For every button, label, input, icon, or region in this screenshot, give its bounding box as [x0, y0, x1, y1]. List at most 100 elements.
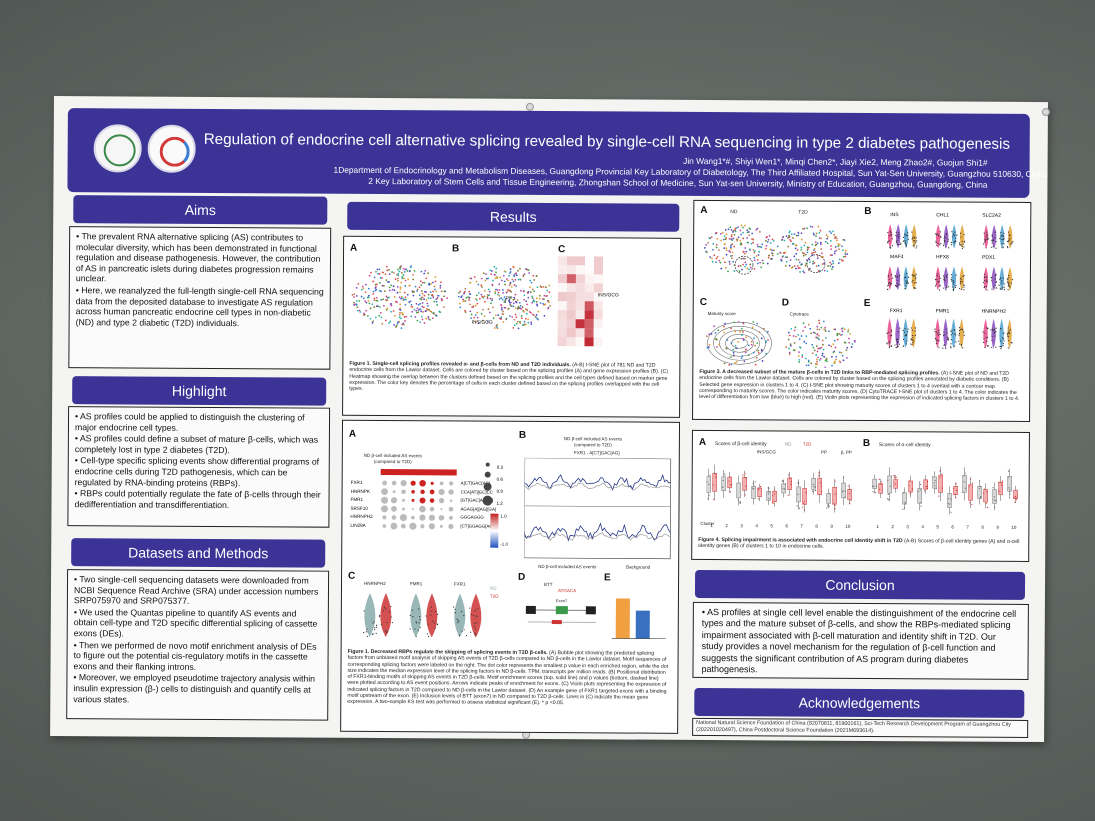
tsne-point — [732, 231, 734, 233]
tsne-point — [378, 314, 381, 317]
tsne-point — [404, 285, 407, 287]
tsne-point — [353, 293, 356, 296]
tsne-point — [717, 329, 720, 332]
tsne-point — [768, 254, 770, 257]
tsne-point — [497, 291, 500, 294]
violin-point — [913, 286, 915, 289]
tsne-point — [767, 256, 770, 259]
box-point — [715, 473, 717, 475]
tsne-point — [401, 312, 403, 314]
tsne-point — [710, 332, 713, 335]
tsne-point — [538, 294, 541, 297]
tsne-point — [843, 328, 846, 331]
tsne-point — [715, 231, 718, 234]
tsne-point — [819, 241, 822, 244]
heatmap-cell — [566, 319, 576, 329]
violin-point — [999, 345, 1001, 348]
tsne-point — [708, 237, 711, 239]
violin-point — [915, 273, 917, 275]
heatmap-cell — [585, 265, 594, 274]
tsne-point — [376, 299, 379, 302]
tsne-point — [851, 343, 854, 345]
bubble — [420, 489, 425, 495]
violin-point — [954, 231, 956, 233]
panel-b-title: ND β-cell included AS events (compared t… — [563, 436, 622, 448]
tsne-point — [403, 323, 405, 326]
box-point — [848, 493, 850, 495]
tsne-point — [741, 268, 743, 271]
tsne-point — [786, 256, 789, 259]
box-point — [872, 491, 874, 493]
tsne-point — [741, 331, 744, 333]
tsne-point — [546, 289, 549, 292]
tsne-point — [391, 288, 394, 291]
tsne-point — [804, 253, 807, 256]
violin-point — [943, 287, 945, 289]
tsne-point — [793, 233, 796, 236]
tsne-point — [419, 280, 422, 283]
violin-point — [944, 241, 946, 243]
tsne-point — [498, 294, 501, 297]
violin-point — [915, 237, 917, 239]
violin-point — [887, 242, 889, 244]
tsne-point — [797, 333, 800, 336]
violin-point — [984, 276, 986, 279]
violin-point — [890, 274, 893, 276]
tsne-point — [380, 298, 383, 301]
tsne-point — [800, 238, 803, 241]
tsne-point — [418, 308, 421, 311]
tsne-point — [800, 335, 803, 337]
violin-point — [952, 280, 954, 282]
violin-point — [474, 622, 476, 624]
box-point — [949, 503, 951, 505]
tsne-point — [831, 364, 833, 367]
tsne-point — [798, 351, 800, 354]
bubble — [392, 490, 396, 494]
violin — [364, 592, 376, 637]
tsne-point — [788, 334, 791, 337]
violin-point — [457, 619, 459, 621]
tsne-point — [432, 296, 435, 299]
tsne-point — [502, 321, 505, 323]
tsne-point — [459, 302, 461, 305]
tsne-point — [752, 248, 755, 251]
color-legend — [490, 513, 499, 548]
box-point — [842, 490, 844, 492]
tsne-point — [838, 360, 841, 363]
violin — [999, 224, 1005, 249]
tsne-point — [439, 311, 442, 314]
gene-row-bottom: FXR1 FMR1 HNRNPH2 — [884, 308, 1028, 315]
violin-point — [1000, 346, 1003, 348]
tsne-point — [358, 309, 361, 312]
box-point — [827, 504, 829, 506]
tsne-point — [493, 327, 496, 329]
tsne-point — [410, 265, 412, 268]
heatmap-cell — [566, 283, 576, 293]
violin-point — [936, 331, 938, 333]
tsne-point — [804, 241, 807, 244]
violin-point — [942, 334, 945, 336]
tsne-point — [486, 297, 489, 300]
box-point — [834, 508, 836, 510]
tsne-point — [468, 296, 471, 299]
box-point — [758, 489, 760, 491]
violin-point — [891, 238, 893, 240]
violin-point — [894, 276, 897, 278]
tsne-point — [848, 337, 850, 340]
tsne-point — [421, 305, 424, 308]
tsne-point — [825, 337, 827, 339]
box — [998, 481, 1003, 495]
cluster-tick: 6 — [785, 523, 788, 529]
tsne-point — [773, 249, 775, 252]
violin-point — [963, 334, 965, 336]
violin-point — [986, 280, 988, 283]
violin-point — [382, 610, 384, 612]
tsne-point — [523, 294, 526, 297]
tsne-point — [824, 366, 827, 368]
header-bar — [380, 469, 457, 476]
violin-point — [1002, 246, 1004, 248]
tsne-point — [414, 316, 417, 318]
tsne-point — [735, 227, 738, 230]
violin-point — [474, 632, 476, 634]
highlight-item: AS profiles could define a subset of mat… — [75, 433, 323, 456]
